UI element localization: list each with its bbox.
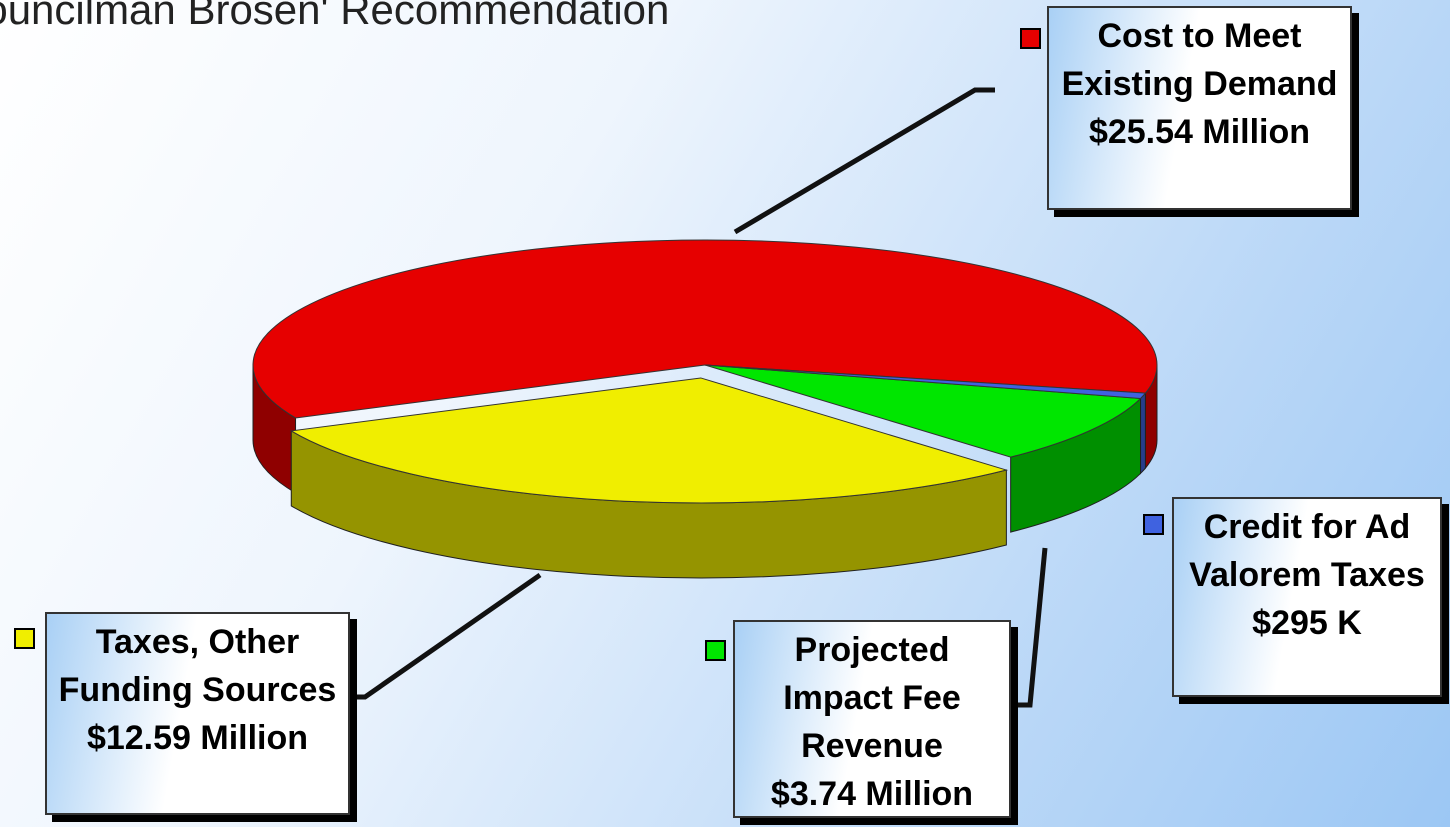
value-label: $295 K: [1252, 604, 1362, 642]
leader-lines: [350, 87, 1048, 708]
value-label: $3.74 Million: [770, 775, 974, 813]
slice: [704, 364, 1147, 399]
label-box: Credit for Ad Valorem Taxes $295 K: [1172, 497, 1442, 697]
category-label: Projected Impact Fee Revenue: [783, 631, 961, 765]
label-box: Taxes, Other Funding Sources $12.59 Mill…: [45, 612, 350, 815]
leader-line: [350, 572, 542, 700]
legend-swatch: [705, 640, 726, 661]
slice: [704, 364, 1142, 458]
label-box: Cost to Meet Existing Demand $25.54 Mill…: [1047, 6, 1352, 210]
slice: [252, 239, 1158, 419]
legend-swatch: [14, 628, 35, 649]
chart-title: Councilman Brosen' Recommendation: [0, 0, 670, 33]
legend-swatch: [1143, 514, 1164, 535]
pie: [252, 239, 1158, 579]
value-label: $25.54 Million: [1088, 113, 1311, 151]
category-label: Credit for Ad Valorem Taxes: [1189, 508, 1425, 594]
leader-line: [733, 87, 995, 235]
leader-line: [1013, 547, 1048, 708]
label-box: Projected Impact Fee Revenue $3.74 Milli…: [733, 620, 1011, 818]
category-label: Cost to Meet Existing Demand: [1061, 17, 1338, 103]
value-label: $12.59 Million: [86, 719, 309, 757]
slice: [289, 377, 1009, 504]
category-label: Taxes, Other Funding Sources: [58, 623, 337, 709]
legend-swatch: [1020, 28, 1041, 49]
slice-side: [1140, 391, 1146, 475]
